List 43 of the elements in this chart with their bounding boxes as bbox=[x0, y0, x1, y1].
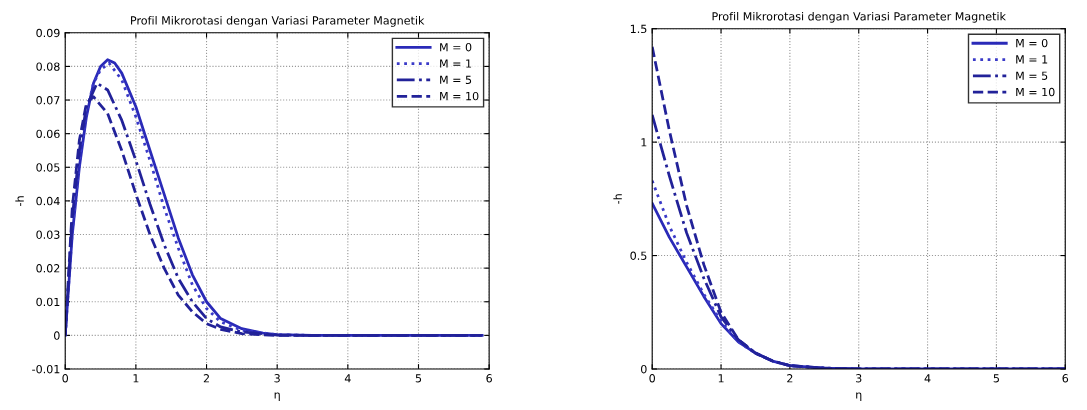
y-tick-label: 0.5 bbox=[630, 251, 647, 260]
x-tick-label: 3 bbox=[856, 374, 862, 383]
y-axis-title: -h bbox=[613, 194, 622, 204]
y-tick-label: 1 bbox=[641, 138, 647, 147]
x-tick-label: 2 bbox=[203, 374, 209, 383]
x-axis-title: η bbox=[274, 392, 280, 401]
chart-title: Profil Mikrorotasi dengan Variasi Parameter Magnetik bbox=[131, 16, 425, 27]
x-tick-label: 1 bbox=[718, 374, 724, 383]
y-axis-title: -h bbox=[15, 196, 24, 206]
legend-label: M = 5 bbox=[1016, 71, 1048, 80]
x-tick-label: 2 bbox=[787, 374, 793, 383]
chart-title: Profil Mikrorotasi dengan Variasi Parameter Magnetik bbox=[712, 11, 1006, 23]
legend-label: M = 1 bbox=[1016, 55, 1048, 64]
x-tick-label: 5 bbox=[415, 374, 422, 383]
x-tick-label: 5 bbox=[993, 374, 999, 383]
y-tick-label: 0.04 bbox=[36, 196, 60, 206]
y-tick-label: 0.03 bbox=[36, 230, 60, 239]
y-tick-label: 0.08 bbox=[36, 62, 60, 71]
y-tick-label: 0 bbox=[54, 331, 60, 340]
y-tick-label: 0.01 bbox=[36, 297, 60, 307]
x-tick-label: 3 bbox=[274, 374, 280, 383]
x-tick-label: 0 bbox=[649, 374, 655, 383]
y-tick-label: -0.01 bbox=[32, 364, 60, 374]
y-tick-label: 0.07 bbox=[36, 96, 60, 105]
y-tick-label: 0.02 bbox=[36, 264, 60, 273]
y-tick-label: 0.06 bbox=[36, 129, 60, 139]
legend-label: M = 0 bbox=[1016, 38, 1048, 48]
legend-label: M = 5 bbox=[440, 75, 472, 85]
legend-label: M = 0 bbox=[440, 43, 472, 52]
x-tick-label: 4 bbox=[344, 374, 351, 383]
y-tick-label: 1.5 bbox=[630, 24, 647, 34]
x-tick-label: 1 bbox=[133, 374, 139, 383]
x-tick-label: 6 bbox=[1062, 374, 1069, 383]
y-tick-label: 0.09 bbox=[36, 28, 60, 38]
x-tick-label: 0 bbox=[62, 374, 69, 383]
x-axis-title: η bbox=[856, 392, 862, 401]
y-tick-label: 0 bbox=[641, 364, 647, 374]
legend-label: M = 10 bbox=[440, 91, 479, 101]
y-tick-label: 0.05 bbox=[36, 163, 60, 172]
x-tick-label: 6 bbox=[486, 374, 492, 383]
x-tick-label: 4 bbox=[924, 374, 931, 383]
legend-label: M = 1 bbox=[440, 59, 472, 68]
legend-label: M = 10 bbox=[1016, 87, 1055, 97]
